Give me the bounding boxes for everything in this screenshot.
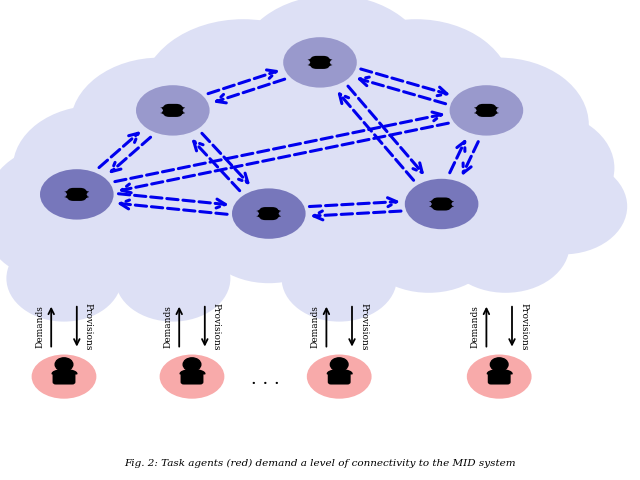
Circle shape bbox=[0, 182, 115, 278]
Ellipse shape bbox=[159, 355, 225, 399]
Ellipse shape bbox=[308, 64, 313, 65]
Circle shape bbox=[282, 235, 397, 322]
Ellipse shape bbox=[429, 206, 435, 207]
FancyBboxPatch shape bbox=[163, 104, 182, 117]
FancyBboxPatch shape bbox=[310, 56, 330, 69]
Circle shape bbox=[115, 235, 230, 322]
Ellipse shape bbox=[161, 112, 166, 113]
FancyBboxPatch shape bbox=[328, 371, 351, 384]
Circle shape bbox=[282, 58, 461, 192]
Ellipse shape bbox=[257, 211, 262, 212]
Circle shape bbox=[141, 19, 346, 173]
Ellipse shape bbox=[474, 112, 479, 113]
Circle shape bbox=[371, 86, 550, 221]
Ellipse shape bbox=[449, 201, 454, 202]
Ellipse shape bbox=[449, 85, 523, 135]
Circle shape bbox=[183, 358, 201, 371]
Circle shape bbox=[122, 163, 262, 269]
FancyBboxPatch shape bbox=[432, 197, 451, 211]
FancyBboxPatch shape bbox=[52, 371, 76, 384]
Text: Provisions: Provisions bbox=[84, 303, 93, 350]
Ellipse shape bbox=[65, 196, 70, 197]
Circle shape bbox=[58, 130, 224, 254]
Ellipse shape bbox=[84, 196, 89, 197]
Circle shape bbox=[90, 77, 269, 211]
Circle shape bbox=[330, 358, 348, 371]
FancyBboxPatch shape bbox=[477, 104, 496, 117]
Circle shape bbox=[0, 144, 141, 259]
Circle shape bbox=[55, 358, 73, 371]
Circle shape bbox=[6, 235, 122, 322]
Circle shape bbox=[45, 178, 186, 283]
Text: Demands: Demands bbox=[163, 305, 172, 348]
Text: Demands: Demands bbox=[310, 305, 319, 348]
Circle shape bbox=[320, 19, 512, 163]
Ellipse shape bbox=[327, 64, 332, 65]
Circle shape bbox=[70, 58, 250, 192]
Circle shape bbox=[410, 144, 576, 269]
FancyBboxPatch shape bbox=[488, 371, 511, 384]
Ellipse shape bbox=[449, 206, 454, 207]
Ellipse shape bbox=[404, 179, 479, 229]
Text: Demands: Demands bbox=[470, 305, 479, 348]
Circle shape bbox=[237, 0, 429, 139]
Ellipse shape bbox=[232, 188, 306, 239]
Text: · · ·: · · · bbox=[252, 375, 280, 393]
Circle shape bbox=[499, 158, 627, 254]
FancyBboxPatch shape bbox=[180, 371, 204, 384]
Ellipse shape bbox=[467, 355, 532, 399]
FancyBboxPatch shape bbox=[259, 207, 278, 220]
Ellipse shape bbox=[136, 85, 210, 135]
Text: Provisions: Provisions bbox=[519, 303, 528, 350]
Ellipse shape bbox=[493, 112, 499, 113]
Circle shape bbox=[186, 58, 365, 192]
Ellipse shape bbox=[31, 355, 97, 399]
Circle shape bbox=[230, 110, 410, 245]
FancyBboxPatch shape bbox=[67, 188, 86, 201]
Circle shape bbox=[13, 106, 179, 230]
Ellipse shape bbox=[429, 201, 435, 202]
Circle shape bbox=[442, 197, 570, 293]
Ellipse shape bbox=[283, 37, 357, 87]
Ellipse shape bbox=[180, 112, 185, 113]
Ellipse shape bbox=[276, 211, 281, 212]
Circle shape bbox=[490, 358, 508, 371]
Circle shape bbox=[282, 178, 422, 283]
Text: Demands: Demands bbox=[35, 305, 44, 348]
Text: Provisions: Provisions bbox=[212, 303, 221, 350]
Circle shape bbox=[141, 106, 307, 230]
Text: Provisions: Provisions bbox=[359, 303, 368, 350]
Ellipse shape bbox=[307, 355, 372, 399]
Circle shape bbox=[314, 125, 493, 259]
Circle shape bbox=[198, 178, 339, 283]
Circle shape bbox=[358, 187, 499, 293]
Circle shape bbox=[410, 58, 589, 192]
Ellipse shape bbox=[40, 169, 114, 220]
Text: Fig. 2: Task agents (red) demand a level of connectivity to the MID system: Fig. 2: Task agents (red) demand a level… bbox=[124, 459, 516, 468]
Circle shape bbox=[461, 110, 614, 226]
